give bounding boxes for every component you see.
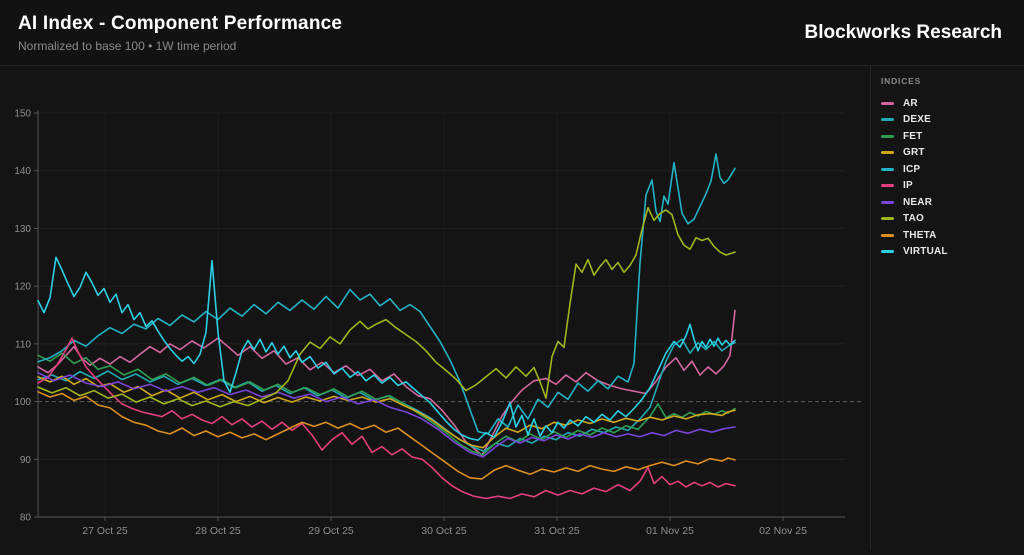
brand-logo: Blockworks Research <box>804 21 1003 43</box>
legend-swatch-AR <box>881 101 894 105</box>
legend-separator <box>870 66 871 550</box>
legend-swatch-DEXE <box>881 118 894 122</box>
legend-label: FET <box>903 130 923 142</box>
legend-swatch-FET <box>881 134 894 138</box>
legend-item-GRT[interactable]: GRT <box>881 145 1021 162</box>
y-tick-label: 80 <box>20 513 32 524</box>
series-line-VIRTUAL <box>37 256 736 442</box>
legend-label: DEXE <box>903 114 932 126</box>
x-tick-label: 30 Oct 25 <box>421 525 467 537</box>
x-tick-label: 02 Nov 25 <box>759 525 807 537</box>
legend-label: AR <box>903 97 918 109</box>
series-line-NEAR <box>37 371 736 458</box>
y-tick-label: 130 <box>14 224 31 235</box>
legend-swatch-ICP <box>881 167 894 171</box>
legend-label: ICP <box>903 163 921 175</box>
chart-title: AI Index - Component Performance <box>18 12 343 34</box>
legend-item-DEXE[interactable]: DEXE <box>881 112 1021 129</box>
chart-subtitle: Normalized to base 100 • 1W time period <box>18 38 237 53</box>
legend-label: NEAR <box>903 196 933 208</box>
y-tick-label: 140 <box>14 166 31 177</box>
legend-items: AR DEXE FET GRT ICP IP NEAR TAO THETA VIRTUAL <box>881 95 1021 260</box>
series-line-GRT <box>37 375 736 449</box>
legend-label: IP <box>903 180 913 192</box>
page-header: AI Index - Component Performance Normali… <box>0 0 1024 66</box>
y-tick-label: 120 <box>14 282 31 293</box>
legend-item-VIRTUAL[interactable]: VIRTUAL <box>881 244 1021 261</box>
legend-label: TAO <box>903 213 924 225</box>
x-tick-label: 28 Oct 25 <box>195 525 241 537</box>
series-line-THETA <box>37 390 736 480</box>
series-line-IP <box>37 337 736 500</box>
legend-label: VIRTUAL <box>903 246 948 258</box>
legend-item-FET[interactable]: FET <box>881 128 1021 145</box>
chart-area: 150 140 130 120 110 100 90 80 27 Oct 25 28 Oct 25… <box>0 66 1024 550</box>
x-tick-label: 31 Oct 25 <box>534 525 580 537</box>
legend-swatch-GRT <box>881 151 894 155</box>
legend-item-AR[interactable]: AR <box>881 95 1021 112</box>
legend-item-IP[interactable]: IP <box>881 178 1021 195</box>
legend-label: GRT <box>903 147 925 159</box>
x-tick-label: 01 Nov 25 <box>646 525 694 537</box>
series-line-FET <box>37 352 736 456</box>
y-tick-label: 100 <box>14 397 31 408</box>
legend-swatch-VIRTUAL <box>881 250 894 254</box>
series-line-ICP <box>37 153 736 435</box>
legend-label: THETA <box>903 229 937 241</box>
x-tick-label: 29 Oct 25 <box>308 525 354 537</box>
y-tick-label: 90 <box>20 455 32 466</box>
y-tick-label: 110 <box>15 339 31 350</box>
legend-swatch-IP <box>881 184 894 188</box>
legend-swatch-NEAR <box>881 200 894 204</box>
series-line-AR <box>37 309 736 457</box>
legend-swatch-TAO <box>881 217 894 221</box>
legend: INDICES AR DEXE FET GRT ICP IP NEAR TAO THETA VIR… <box>881 76 1021 260</box>
legend-swatch-THETA <box>881 233 894 237</box>
y-tick-label: 150 <box>14 109 31 120</box>
legend-item-NEAR[interactable]: NEAR <box>881 194 1021 211</box>
legend-item-ICP[interactable]: ICP <box>881 161 1021 178</box>
x-tick-label: 27 Oct 25 <box>82 525 128 537</box>
chart-canvas[interactable]: 150 140 130 120 110 100 90 80 27 Oct 25 28 Oct 25… <box>0 66 1024 550</box>
title-block: AI Index - Component Performance Normali… <box>18 13 342 53</box>
series-line-TAO <box>37 206 736 408</box>
legend-header: INDICES <box>881 76 922 86</box>
legend-item-TAO[interactable]: TAO <box>881 211 1021 228</box>
legend-item-THETA[interactable]: THETA <box>881 227 1021 244</box>
